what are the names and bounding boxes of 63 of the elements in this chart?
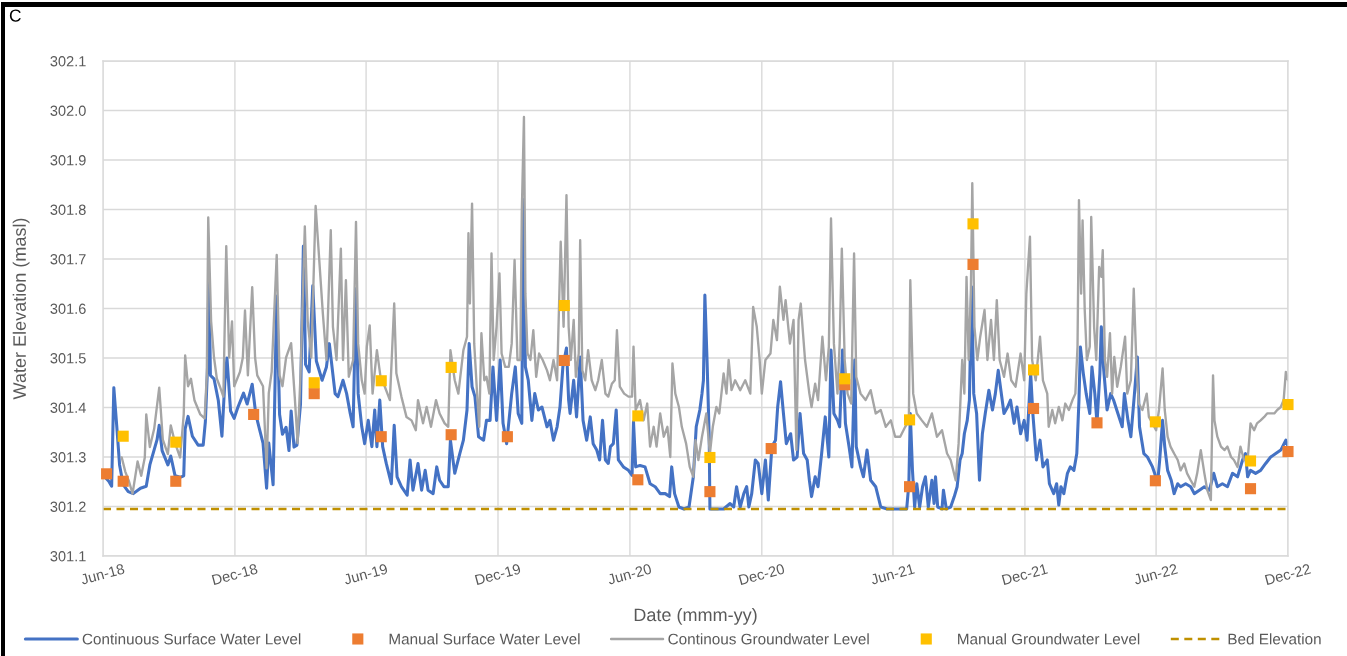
point — [765, 443, 777, 455]
y-tick-label: 301.4 — [50, 402, 86, 413]
text: C — [9, 9, 21, 22]
point — [558, 299, 570, 312]
point — [501, 431, 513, 443]
point — [375, 431, 387, 443]
point — [967, 218, 979, 230]
y-tick-label: 301.1 — [50, 551, 86, 562]
legend-label: Continous Groundwater Level — [668, 633, 869, 645]
point — [1149, 475, 1161, 487]
point — [445, 361, 457, 373]
point — [308, 377, 320, 389]
y-tick-label: 301.8 — [50, 204, 86, 215]
point — [632, 474, 644, 486]
legend-label: Bed Elevation — [1228, 633, 1321, 645]
point — [1244, 483, 1257, 495]
point — [1091, 417, 1103, 429]
point — [445, 429, 457, 441]
point — [117, 430, 129, 442]
y-tick-label: 302.0 — [50, 105, 86, 116]
point — [704, 451, 716, 464]
point — [967, 258, 979, 270]
x-tick-label: Jun-19 — [343, 563, 388, 585]
point — [904, 481, 916, 493]
x-tick-label: Jun-18 — [80, 563, 125, 585]
y-tick-label: 301.3 — [50, 452, 86, 463]
point — [1028, 402, 1040, 415]
point — [308, 388, 320, 400]
x-tick-label: Dec-19 — [474, 563, 522, 586]
x-tick-label: Dec-22 — [1264, 563, 1312, 586]
x-tick-label: Jun-21 — [870, 563, 915, 585]
x-tick-label: Jun-22 — [1133, 563, 1178, 585]
point — [117, 475, 129, 487]
point — [1244, 455, 1257, 467]
y-tick-label: 301.7 — [50, 254, 86, 265]
y-tick-label: 301.9 — [50, 155, 86, 166]
point — [558, 354, 570, 367]
point — [839, 373, 851, 385]
x-tick-label: Dec-18 — [211, 563, 259, 586]
legend-label: Manual Groundwater Level — [958, 633, 1140, 645]
legend-label: Manual Surface Water Level — [389, 633, 580, 645]
point — [1028, 364, 1040, 376]
y-tick-label: 301.2 — [50, 501, 86, 512]
point — [904, 414, 916, 426]
legend-label: Continuous Surface Water Level — [82, 633, 301, 645]
y-tick-label: 302.1 — [50, 56, 86, 67]
point — [704, 486, 716, 498]
point — [170, 475, 182, 487]
x-axis-title: Date (mmm-yy) — [634, 607, 757, 625]
point — [632, 410, 644, 422]
point — [170, 436, 182, 448]
x-tick-label: Dec-20 — [738, 563, 785, 586]
y-tick-label: 301.6 — [50, 303, 86, 314]
point — [101, 468, 113, 480]
x-tick-label: Dec-21 — [1001, 563, 1048, 586]
x-tick-label: Jun-20 — [606, 563, 652, 585]
point — [1282, 398, 1294, 411]
point — [248, 408, 260, 420]
y-axis-title: Water Elevation (masl) — [12, 218, 30, 400]
point — [1149, 416, 1161, 428]
point — [375, 375, 387, 387]
point — [1282, 446, 1294, 458]
y-tick-label: 301.5 — [50, 353, 86, 364]
